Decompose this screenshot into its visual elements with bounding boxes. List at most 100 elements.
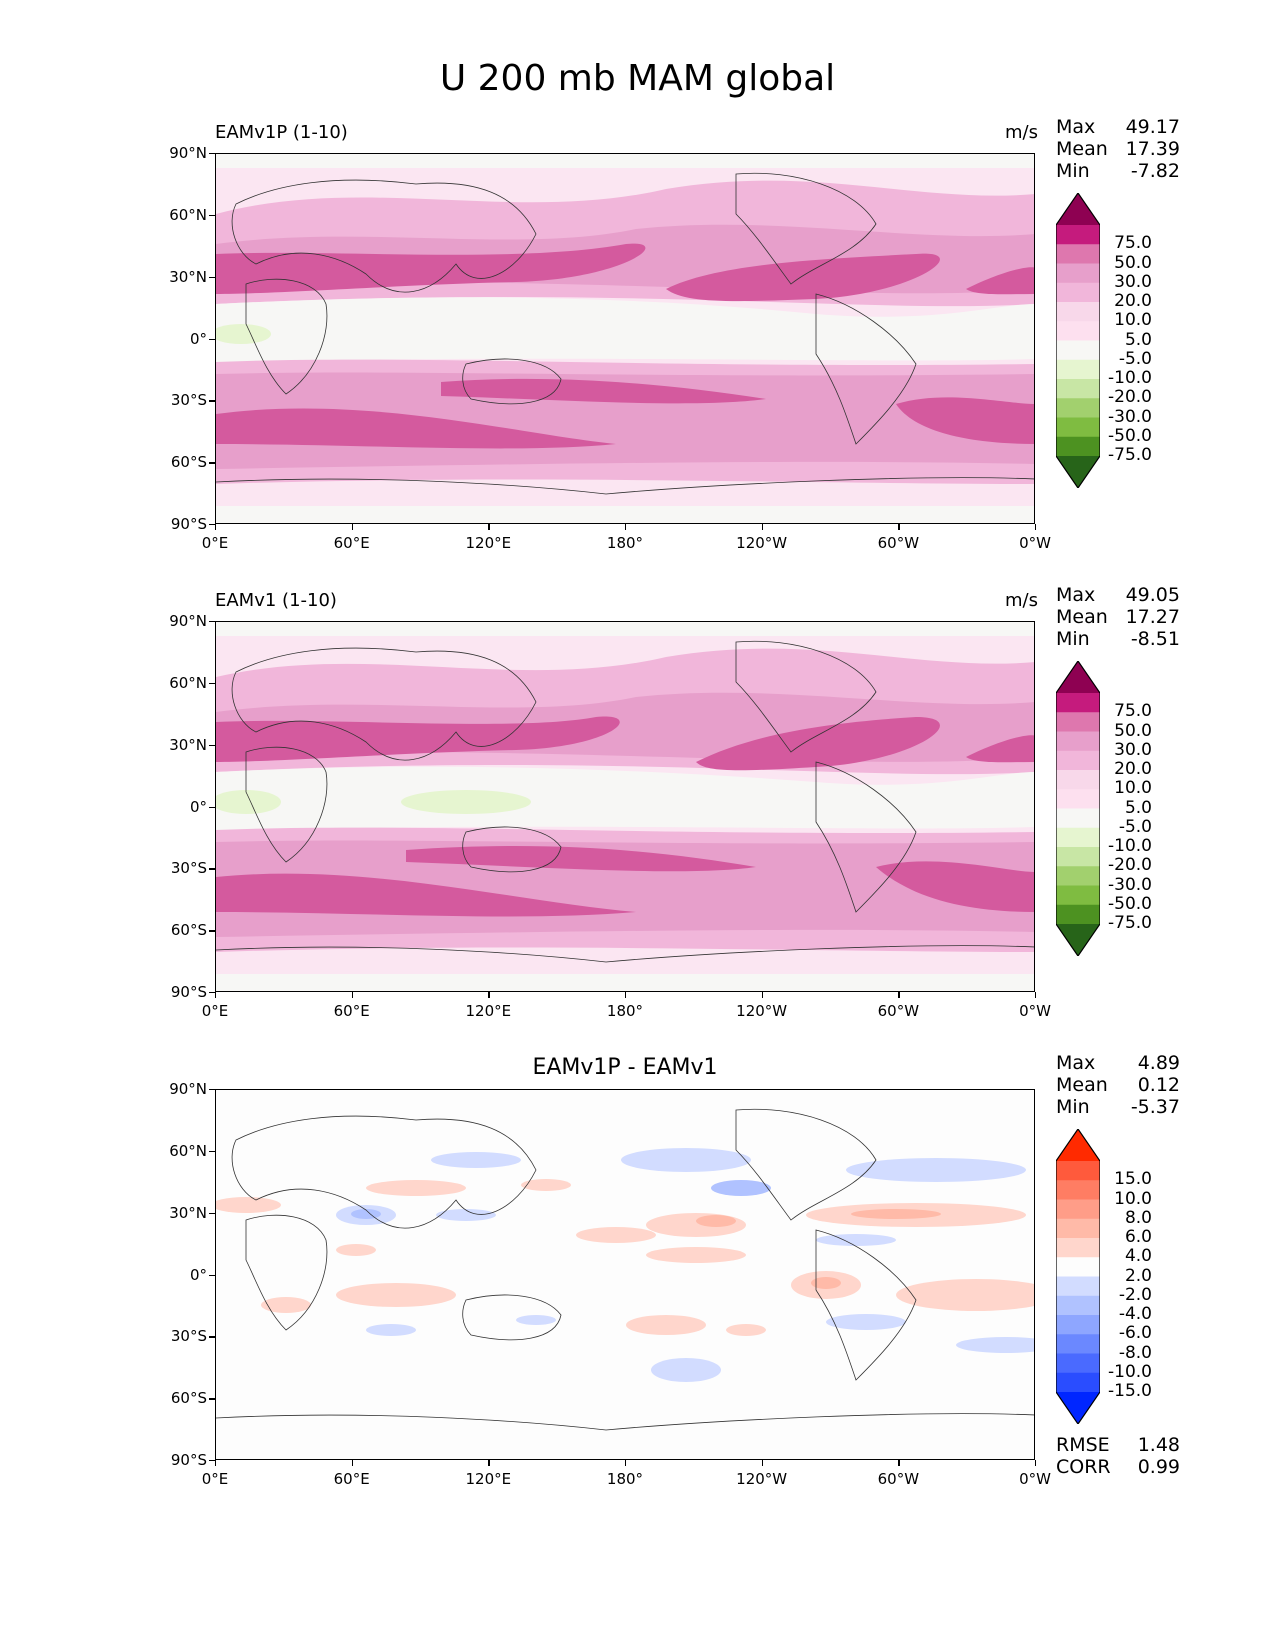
x-tick-label: 180°: [606, 1470, 644, 1488]
y-tick-label: 30°N: [169, 1203, 207, 1222]
colorbar-tick-label: 20.0: [1114, 759, 1152, 779]
stat-max-label: Max: [1056, 584, 1096, 606]
colorbar-segment: [1056, 712, 1100, 732]
y-tick-mark: [209, 462, 215, 464]
colorbar-segment: [1056, 1295, 1100, 1316]
colorbar-tick-label: -2.0: [1118, 1284, 1152, 1305]
x-tick-label: 60°E: [333, 1470, 370, 1488]
stat-max-label: Max: [1056, 116, 1096, 138]
x-tick-label: 0°W: [1019, 534, 1051, 552]
y-tick-mark: [209, 214, 215, 217]
y-tick-label: 60°S: [170, 921, 207, 940]
corr-label: CORR: [1056, 1456, 1111, 1478]
colorbar-tick-label: -8.0: [1118, 1342, 1152, 1363]
colorbar-tick-label: -75.0: [1108, 445, 1152, 465]
colorbar-tick-label: 10.0: [1114, 1188, 1152, 1209]
stat-max-value: 4.89: [1137, 1052, 1180, 1074]
colorbar-segment: [1056, 225, 1100, 245]
x-tick-mark: [761, 1460, 764, 1466]
x-tick-label: 0°E: [201, 1002, 229, 1020]
colorbar-segment: [1056, 340, 1100, 361]
colorbar-extend-bottom: [1056, 924, 1100, 956]
y-tick-label: 90°N: [169, 1080, 207, 1098]
x-tick-mark: [625, 1460, 627, 1466]
units-label: m/s: [1005, 122, 1038, 143]
y-tick-mark: [209, 1212, 215, 1215]
colorbar-segment: [1056, 1257, 1100, 1277]
x-tick-mark: [1035, 992, 1037, 998]
x-tick-mark: [761, 992, 764, 998]
x-tick-label: 120°E: [465, 1470, 512, 1488]
y-tick-label: 90°N: [169, 612, 207, 630]
x-tick-label: 60°W: [877, 1470, 920, 1488]
colorbar-tick-label: 15.0: [1114, 1169, 1152, 1190]
colorbar-tick-label: -10.0: [1108, 368, 1152, 388]
y-tick-label: 30°N: [169, 735, 207, 754]
colorbar-segment: [1056, 866, 1100, 886]
colorbar-tick-label: -5.0: [1118, 348, 1152, 369]
x-tick-label: 120°W: [736, 1002, 788, 1020]
colorbar: [1056, 193, 1100, 488]
stat-min-label: Min: [1056, 1096, 1090, 1118]
stat-max-label: Max: [1056, 1052, 1096, 1074]
y-tick-mark: [209, 682, 215, 685]
colorbar-segment: [1056, 1353, 1100, 1374]
x-tick-label: 0°E: [201, 534, 229, 552]
y-tick-mark: [209, 1336, 215, 1338]
panel-title: EAMv1P (1-10): [215, 122, 348, 143]
x-tick-mark: [488, 1460, 490, 1466]
contour-field: [216, 154, 1034, 523]
y-tick-mark: [209, 992, 215, 994]
x-tick-mark: [351, 1460, 354, 1466]
x-tick-label: 60°W: [877, 534, 920, 552]
colorbar-segment: [1056, 263, 1100, 284]
colorbar-segment: [1056, 1218, 1100, 1239]
y-tick-mark: [209, 338, 215, 340]
colorbar-extend-bottom: [1056, 456, 1100, 488]
colorbar-segment: [1056, 1372, 1100, 1393]
stat-max-value: 49.05: [1125, 584, 1180, 606]
stat-min-value: -7.82: [1130, 160, 1180, 182]
colorbar-segment: [1056, 359, 1100, 380]
x-tick-mark: [761, 524, 764, 530]
colorbar-tick-label: -10.0: [1108, 836, 1152, 856]
colorbar-segment: [1056, 693, 1100, 713]
colorbar-tick-label: -20.0: [1108, 387, 1152, 408]
colorbar-segment: [1056, 1334, 1100, 1354]
map-plot: [215, 1089, 1035, 1460]
stat-mean-label: Mean: [1056, 138, 1108, 160]
colorbar-tick-label: 10.0: [1114, 310, 1152, 331]
y-tick-mark: [209, 621, 215, 623]
x-tick-label: 0°E: [201, 1470, 229, 1488]
x-tick-label: 60°E: [333, 1002, 370, 1020]
colorbar-extend-top: [1056, 1129, 1100, 1161]
colorbar-segment: [1056, 847, 1100, 867]
y-tick-label: 60°N: [169, 205, 207, 224]
colorbar-tick-label: -5.0: [1118, 816, 1152, 837]
y-tick-label: 0°: [189, 797, 207, 816]
x-tick-mark: [898, 524, 900, 530]
x-tick-mark: [215, 524, 217, 530]
x-tick-mark: [1035, 524, 1037, 530]
y-tick-label: 60°N: [169, 673, 207, 692]
rmse-value: 1.48: [1137, 1434, 1180, 1456]
colorbar-segment: [1056, 1180, 1100, 1200]
corr-value: 0.99: [1137, 1456, 1180, 1478]
y-tick-mark: [209, 868, 215, 870]
colorbar-tick-label: -50.0: [1108, 893, 1152, 914]
stat-min-value: -8.51: [1130, 628, 1180, 650]
colorbar-segment: [1056, 808, 1100, 829]
colorbar-tick-label: 20.0: [1114, 291, 1152, 311]
y-tick-label: 30°S: [170, 1327, 207, 1346]
colorbar-segment: [1056, 321, 1100, 341]
y-tick-label: 60°S: [170, 453, 207, 472]
colorbar-segment: [1056, 827, 1100, 848]
colorbar-extend-top: [1056, 193, 1100, 225]
y-tick-label: 90°S: [170, 515, 207, 533]
map-plot: [215, 621, 1035, 992]
x-tick-label: 0°W: [1019, 1002, 1051, 1020]
x-tick-mark: [215, 1460, 217, 1466]
y-tick-label: 60°S: [170, 1389, 207, 1408]
colorbar-segment: [1056, 770, 1100, 790]
stat-mean-value: 17.39: [1125, 138, 1180, 160]
